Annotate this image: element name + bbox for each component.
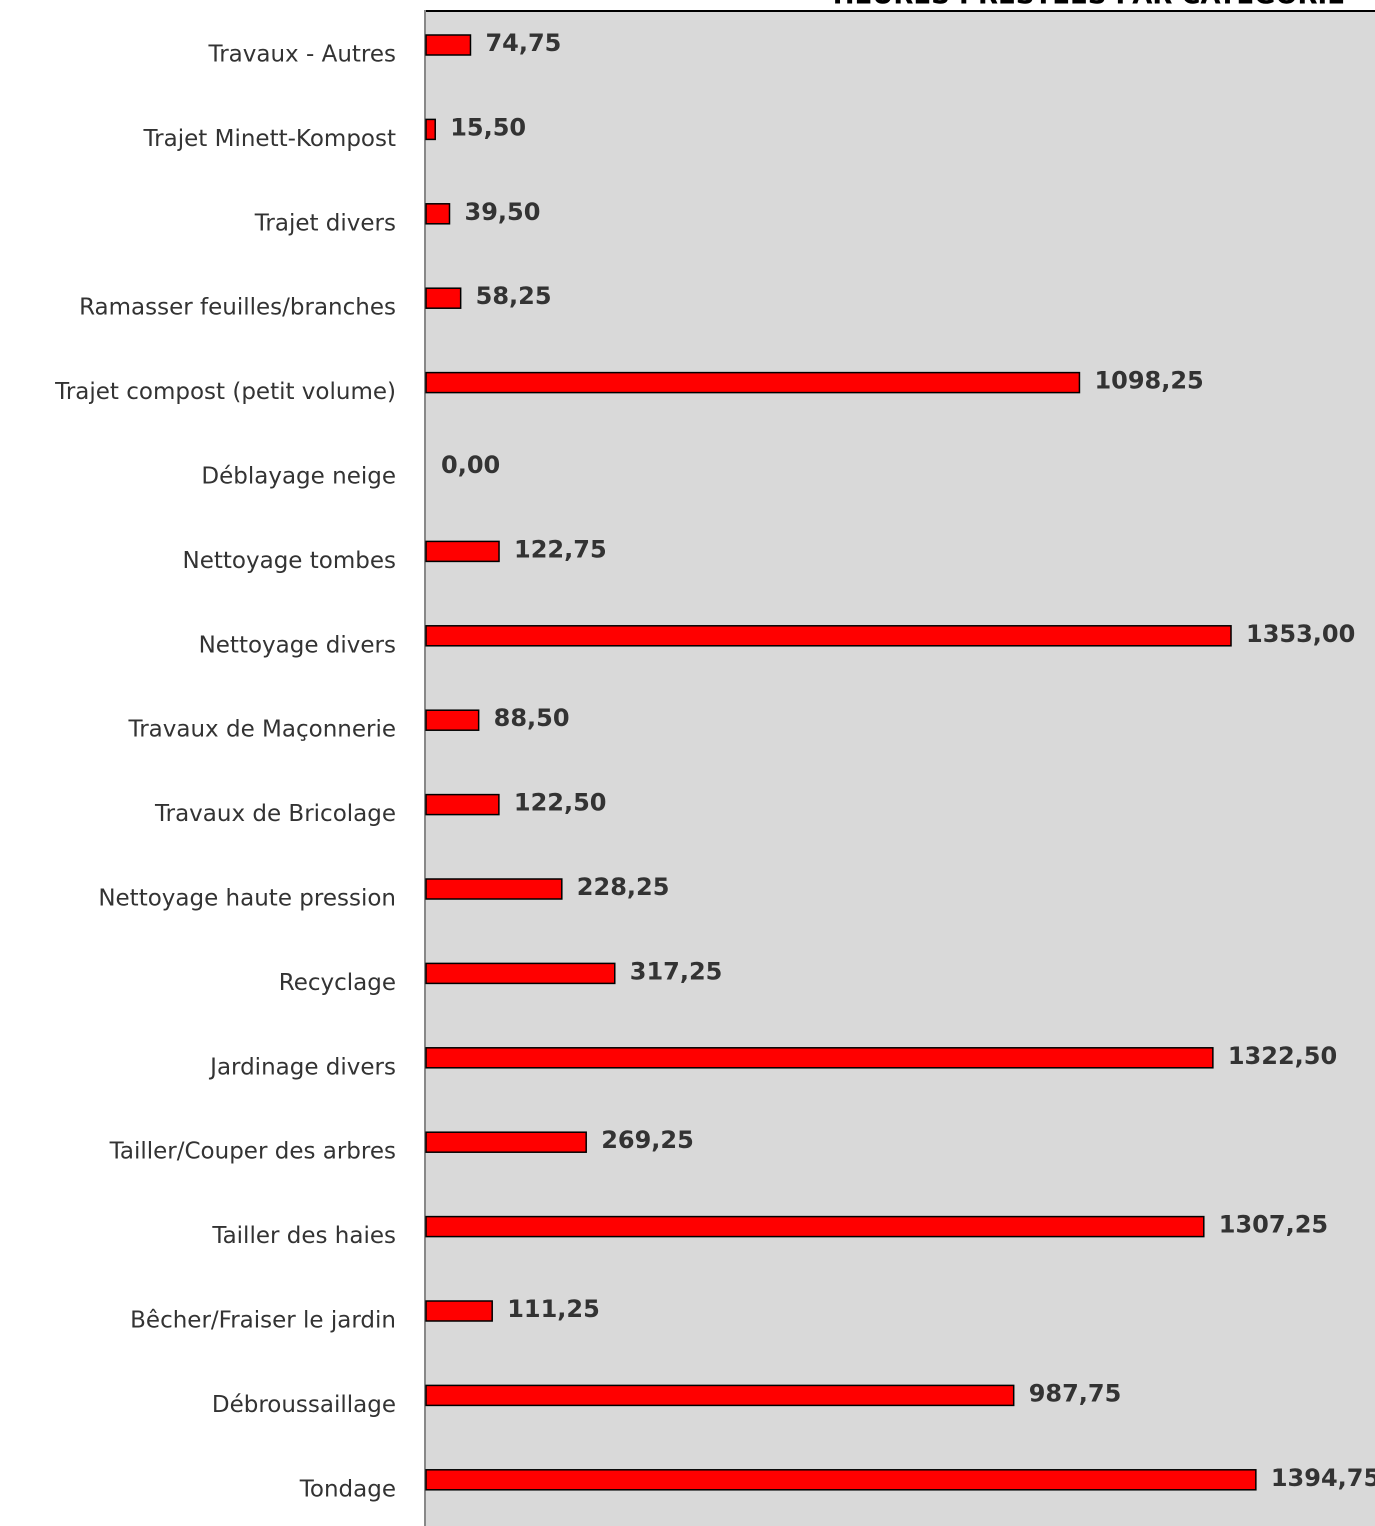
category-label: Débroussaillage: [212, 1392, 396, 1418]
category-label: Ramasser feuilles/branches: [79, 295, 396, 321]
bar: [425, 1047, 1214, 1069]
value-label: 987,75: [1029, 1379, 1122, 1407]
bar: [425, 878, 563, 900]
category-label: Travaux de Bricolage: [154, 801, 396, 827]
plot-area: [425, 10, 1375, 1526]
bar: [425, 118, 436, 141]
bar: [425, 1300, 493, 1322]
value-label: 88,50: [494, 704, 570, 732]
value-label: 1394,75: [1271, 1464, 1375, 1492]
category-label: Bêcher/Fraiser le jardin: [130, 1308, 396, 1334]
chart-title: HEURES PRESTEES PAR CATEGORIE: [833, 0, 1345, 11]
category-label: Tailler/Couper des arbres: [109, 1139, 396, 1165]
bar: [425, 625, 1232, 647]
bar: [425, 540, 500, 563]
value-label: 122,50: [514, 789, 607, 817]
value-label: 1098,25: [1094, 367, 1203, 395]
bar: [425, 793, 500, 816]
category-label: Trajet compost (petit volume): [54, 379, 396, 405]
value-label: 15,50: [450, 113, 526, 141]
value-label: 74,75: [485, 29, 561, 57]
category-label: Jardinage divers: [208, 1054, 396, 1080]
category-label: Travaux de Maçonnerie: [128, 717, 396, 743]
value-label: 1353,00: [1246, 620, 1355, 648]
category-label: Nettoyage haute pression: [98, 886, 396, 912]
bar: [425, 203, 451, 225]
category-label: Tondage: [299, 1476, 396, 1502]
category-label: Déblayage neige: [201, 464, 396, 490]
category-label: Tailler des haies: [211, 1223, 396, 1249]
category-label: Nettoyage tombes: [183, 548, 396, 574]
category-label: Trajet Minett-Kompost: [143, 126, 396, 152]
bar: [425, 1215, 1205, 1238]
category-label: Recyclage: [279, 970, 396, 996]
bar: [425, 1131, 587, 1153]
value-label: 269,25: [601, 1126, 694, 1154]
category-label: Nettoyage divers: [199, 632, 396, 658]
bar: [425, 1384, 1015, 1407]
bar: [425, 371, 1081, 394]
value-label: 111,25: [507, 1295, 600, 1323]
value-label: 228,25: [577, 873, 670, 901]
value-label: 39,50: [465, 198, 541, 226]
value-label: 58,25: [476, 282, 552, 310]
bar: [425, 962, 616, 985]
category-label: Trajet divers: [254, 210, 396, 236]
value-label: 0,00: [441, 451, 500, 479]
bar: [425, 287, 462, 309]
category-label: Travaux - Autres: [208, 42, 396, 68]
value-label: 1307,25: [1219, 1211, 1328, 1239]
bar: [425, 34, 472, 56]
value-label: 122,75: [514, 535, 607, 563]
value-label: 317,25: [630, 957, 723, 985]
bar: [425, 709, 480, 731]
value-label: 1322,50: [1228, 1042, 1337, 1070]
bar: [425, 1469, 1257, 1491]
